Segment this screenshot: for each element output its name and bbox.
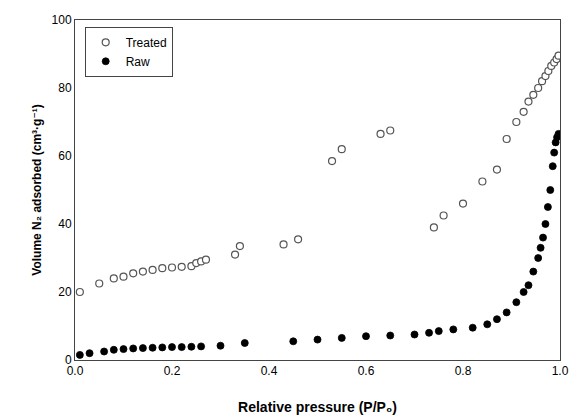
svg-text:60: 60 bbox=[58, 149, 72, 163]
svg-text:100: 100 bbox=[52, 13, 72, 27]
svg-text:20: 20 bbox=[58, 285, 72, 299]
svg-text:0.2: 0.2 bbox=[164, 364, 181, 378]
svg-text:Treated: Treated bbox=[126, 36, 167, 50]
svg-text:1.0: 1.0 bbox=[552, 364, 569, 378]
svg-text:0: 0 bbox=[65, 353, 72, 367]
svg-text:0.8: 0.8 bbox=[455, 364, 472, 378]
svg-text:0.6: 0.6 bbox=[358, 364, 375, 378]
svg-text:Relative pressure (P/P₀): Relative pressure (P/P₀) bbox=[238, 399, 397, 415]
svg-text:80: 80 bbox=[58, 81, 72, 95]
svg-text:0.4: 0.4 bbox=[261, 364, 278, 378]
svg-text:Volume N₂ adsorbed (cm³·g⁻¹): Volume N₂ adsorbed (cm³·g⁻¹) bbox=[30, 104, 44, 275]
svg-text:0.0: 0.0 bbox=[67, 364, 84, 378]
svg-text:Raw: Raw bbox=[126, 55, 150, 69]
svg-text:40: 40 bbox=[58, 217, 72, 231]
